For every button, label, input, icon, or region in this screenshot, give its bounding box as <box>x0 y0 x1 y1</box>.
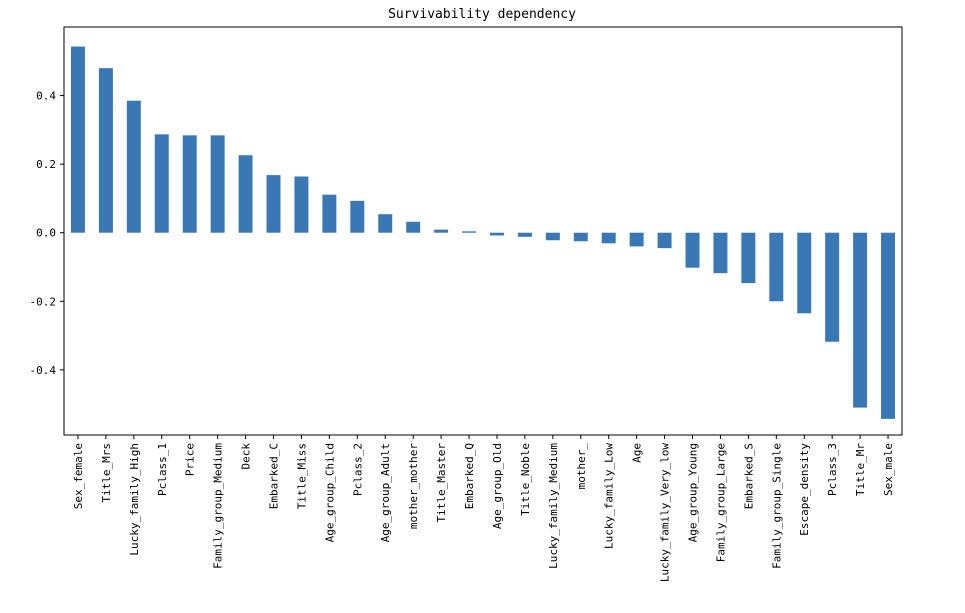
x-tick-label: Title_Miss <box>295 443 308 509</box>
bar-Lucky_family_Medium <box>545 232 560 241</box>
y-tick-label: -0.4 <box>30 364 57 377</box>
y-tick-label: 0.4 <box>36 90 56 103</box>
bar-Family_group_Medium <box>210 135 225 233</box>
bar-Lucky_family_Very_low <box>657 232 672 249</box>
x-tick-label: Age_group_Old <box>491 443 504 529</box>
x-tick-label: Family_group_Large <box>714 443 727 562</box>
plot-frame <box>63 26 903 436</box>
bar-Title_Noble <box>517 232 532 237</box>
x-tick-label: Family_group_Medium <box>212 443 225 569</box>
bar-Escape_density <box>797 232 812 314</box>
bar-Age <box>629 232 644 247</box>
bar-Sex_male <box>881 232 896 419</box>
x-tick-label: Lucky_family_High <box>128 443 141 556</box>
bar-Age_group_Old <box>489 232 504 236</box>
x-tick-label: Title_Mr <box>854 443 867 496</box>
bar-Age_group_Child <box>322 194 337 233</box>
bar-Embarked_S <box>741 232 756 284</box>
x-tick-label: mother_mother <box>407 443 420 529</box>
bar-Embarked_C <box>266 175 281 233</box>
chart-title: Survivability dependency <box>388 7 576 22</box>
x-tick-label: Age <box>631 443 644 463</box>
x-tick-label: Lucky_family_Low <box>603 443 616 549</box>
bar-Family_group_Large <box>713 232 728 274</box>
bar-Lucky_family_High <box>126 100 141 233</box>
y-tick-label: 0.0 <box>36 227 56 240</box>
bar-Title_Mr <box>853 232 868 408</box>
bar-mother_mother <box>406 221 421 233</box>
x-tick-label: Age_group_Adult <box>379 443 392 542</box>
bar-Lucky_family_Low <box>601 232 616 244</box>
bar-Embarked_Q <box>462 231 477 233</box>
x-tick-label: Pclass_2 <box>351 443 364 496</box>
bar-Deck <box>238 155 253 233</box>
y-axis: -0.4 -0.2 0.0 0.2 0.4 <box>30 90 64 377</box>
x-axis: Sex_female Title_Mrs Lucky_family_High Pcla… <box>72 435 895 582</box>
bar-Title_Mrs <box>98 68 113 233</box>
x-tick-label: Embarked_S <box>742 443 755 509</box>
bar-Pclass_2 <box>350 200 365 233</box>
x-tick-label: Pclass_3 <box>826 443 839 496</box>
x-tick-label: Sex_female <box>72 443 85 509</box>
x-tick-label: mother_ <box>575 443 588 490</box>
x-tick-label: Title_Master <box>435 443 448 523</box>
bar-Title_Master <box>434 229 449 233</box>
x-tick-label: Sex_male <box>882 443 895 496</box>
bar-Pclass_1 <box>154 134 169 233</box>
bar-Age_group_Adult <box>378 214 393 233</box>
x-tick-label: Embarked_C <box>268 443 281 509</box>
bar-Family_group_Single <box>769 232 784 302</box>
x-tick-label: Title_Noble <box>519 443 532 516</box>
bar-mother_ <box>573 232 588 242</box>
x-tick-label: Embarked_Q <box>463 443 476 509</box>
x-tick-label: Family_group_Single <box>770 443 783 569</box>
x-tick-label: Age_group_Young <box>687 443 700 542</box>
y-tick-label: 0.2 <box>36 158 56 171</box>
bars-group <box>70 46 896 419</box>
x-tick-label: Price <box>184 443 197 476</box>
x-tick-label: Age_group_Child <box>323 443 336 542</box>
x-tick-label: Title_Mrs <box>100 443 113 503</box>
bar-Age_group_Young <box>685 232 700 268</box>
x-tick-label: Pclass_1 <box>156 443 169 496</box>
y-tick-label: -0.2 <box>30 295 57 308</box>
x-tick-label: Lucky_family_Very_low <box>659 443 672 582</box>
bar-Title_Miss <box>294 176 309 233</box>
bar-Pclass_3 <box>825 232 840 342</box>
x-tick-label: Lucky_family_Medium <box>547 443 560 569</box>
x-tick-label: Deck <box>240 443 253 470</box>
x-tick-label: Escape_density <box>798 443 811 536</box>
bar-Price <box>182 135 197 233</box>
bar-Sex_female <box>70 46 85 233</box>
